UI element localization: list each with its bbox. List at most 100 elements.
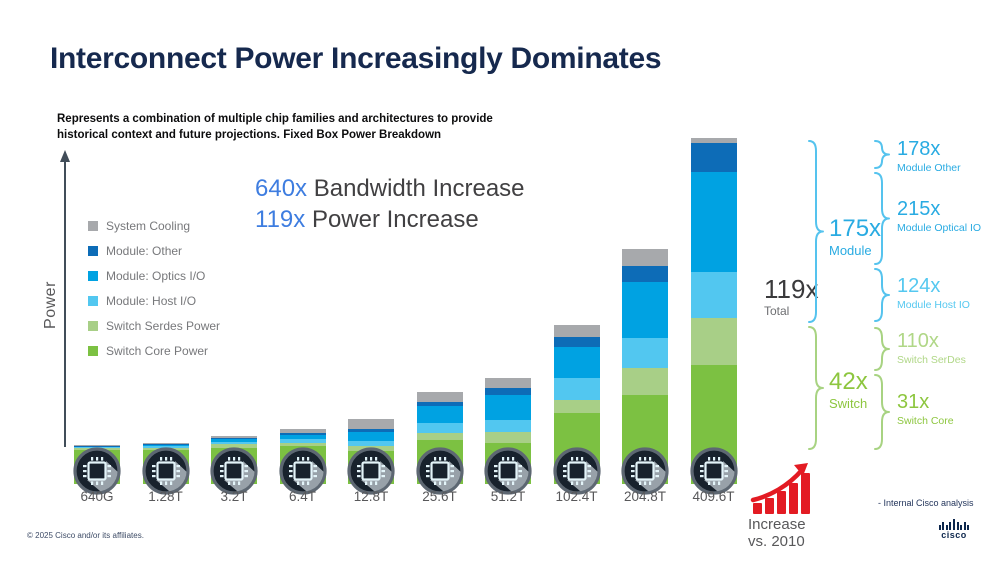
legend-item: Switch Serdes Power [88,319,221,333]
y-axis-line [64,161,66,447]
x-axis-label: 12.8T [353,489,389,504]
bar-segment [553,325,600,337]
switch-multiplier-value: 42x [829,368,868,395]
bandwidth-text: Bandwidth Increase [313,175,525,202]
switch-serdes-multiplier-value: 110x [897,330,939,352]
bar-segment [690,138,737,143]
increase-vs-2010-icon [750,463,810,514]
trend-arrow-icon [750,467,805,503]
bar-segment [690,143,737,172]
bar-segment [279,433,326,435]
source-note: - Internal Cisco analysis [878,498,974,508]
bar-segment [211,442,257,444]
cisco-logo-bars-icon [934,519,974,530]
bar-segment [622,282,668,338]
legend-item: Module: Host I/O [88,294,220,308]
module-multiplier-label: Module [829,243,872,258]
legend-label: Module: Other [106,244,183,258]
bar-segment [553,400,600,413]
brace-switch-serdes [874,327,890,371]
bar-segment [142,446,189,448]
bar-segment [348,432,394,441]
bar-segment [690,172,737,272]
cisco-logo: cisco [934,519,974,540]
slide-subtitle: Represents a combination of multiple chi… [57,111,493,143]
legend-label: System Cooling [106,219,191,233]
switch-core-multiplier-block: 31x Switch Core [897,391,954,428]
bar-segment [74,445,120,446]
bar-segment [279,439,326,443]
switch-core-multiplier-value: 31x [897,391,930,413]
chip-icon [484,447,532,495]
bar-segment [416,406,463,423]
bar-segment [279,429,326,433]
chip-icon [142,447,190,495]
x-axis-label: 102.4T [555,489,598,504]
bar-segment [211,444,257,448]
chip-icon [690,447,738,495]
legend-item: System Cooling [88,219,220,233]
module-multiplier-block: 175x Module [829,216,881,258]
legend-swatch [88,346,98,356]
bar-segment [622,266,668,282]
chip-icon [73,447,121,495]
x-axis-label: 51.2T [490,489,526,504]
legend-label: Module: Optics I/O [106,269,206,283]
bar-segment [485,378,531,388]
bar-segment [416,433,463,440]
increase-caption: Increase vs. 2010 [748,516,806,550]
bar-segment [142,443,189,444]
y-axis-arrow [60,150,70,162]
power-text: Power Increase [311,206,479,233]
bar-segment [690,272,737,318]
legend-label: Module: Host I/O [106,294,197,308]
legend-swatch [88,221,98,231]
module-optical-multiplier-label: Module Optical IO [897,222,982,234]
cisco-logo-text: cisco [941,530,967,540]
brace-module-other [874,140,890,169]
bar-segment [416,402,463,406]
chip-icon [347,447,395,495]
bar-segment [622,338,668,368]
x-axis-label: 640G [80,489,114,504]
legend-item: Module: Optics I/O [88,269,220,283]
legend-swatch [88,296,98,306]
increase-annotation: 640x Bandwidth Increase 119x Power Incre… [255,173,525,235]
x-axis-label: 1.28T [148,489,183,504]
bar-segment [142,443,189,445]
bar-segment [485,388,531,395]
page-title: Interconnect Power Increasingly Dominate… [50,42,662,75]
bar-segment [142,444,189,446]
bar-segment [279,442,326,446]
switch-core-multiplier-label: Switch Core [897,415,954,427]
switch-serdes-multiplier-label: Switch SerDes [897,354,966,366]
x-axis-label: 6.4T [288,489,316,504]
x-axis-label: 409.6T [692,489,735,504]
bandwidth-increase-line: 640x Bandwidth Increase [255,173,525,204]
legend-swatch [88,271,98,281]
bar-segment [553,378,600,400]
legend-item: Switch Core Power [88,344,220,358]
chip-icon [279,447,327,495]
bar-segment [416,392,463,402]
bar-segment [553,337,600,347]
bar-segment [74,446,120,447]
bar-segment [279,435,326,439]
switch-multiplier-block: 42x Switch [829,369,868,411]
bandwidth-multiplier: 640x [255,175,308,202]
x-axis-label: 204.8T [623,489,667,504]
brace-module-optical [874,172,890,265]
module-other-multiplier-value: 178x [897,138,941,160]
legend-label: Switch Serdes Power [106,319,221,333]
bar-segment [622,249,668,266]
module-host-multiplier-label: Module Host IO [897,299,970,311]
x-axis-label: 3.2T [220,489,248,504]
bar-segment [211,436,257,438]
bar-segment [416,423,463,433]
bar-segment [690,318,737,365]
increase-caption-line2: vs. 2010 [748,533,805,550]
bar-segment [622,368,668,395]
switch-multiplier-label: Switch [829,396,868,411]
bar-segment [485,395,531,420]
module-multiplier-value: 175x [829,215,882,242]
